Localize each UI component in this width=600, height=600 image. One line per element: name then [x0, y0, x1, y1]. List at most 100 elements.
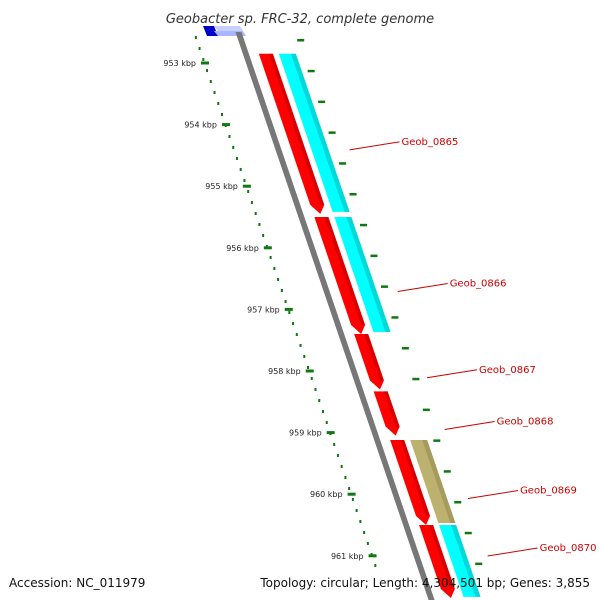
tick-label: 960 kbp	[310, 490, 343, 499]
outer-tick	[297, 39, 305, 42]
gene-arrow-shade	[268, 53, 325, 205]
gene-arrow	[314, 217, 366, 335]
ruler-tick	[326, 431, 335, 435]
cog-block-shade	[451, 525, 481, 597]
ruler-dot	[310, 377, 313, 380]
ruler-tick	[263, 246, 272, 250]
ruler-dot	[321, 410, 324, 413]
ruler-dot	[194, 36, 197, 39]
gene-arrow-shade	[400, 439, 431, 516]
tick-label: 959 kbp	[289, 429, 322, 438]
ruler-dot	[363, 531, 366, 534]
ruler-dot	[348, 487, 351, 490]
cog-block	[334, 217, 391, 333]
ruler-dot	[340, 465, 343, 468]
ruler-dot	[280, 289, 283, 292]
outer-tick	[349, 193, 357, 196]
ruler-dot	[295, 333, 298, 336]
label-leader-line	[426, 369, 478, 379]
ruler-dot	[273, 267, 276, 270]
gene-label: Geob_0866	[450, 279, 507, 290]
cog-block	[278, 53, 350, 212]
ruler-tick	[368, 554, 377, 558]
ruler-dot	[269, 256, 272, 259]
gene-label: Geob_0870	[540, 543, 597, 554]
ruler-dot	[318, 399, 321, 402]
ruler-dot	[198, 47, 201, 50]
blue-feature-mark	[203, 26, 218, 36]
tick-label: 957 kbp	[247, 305, 280, 314]
ruler-dot	[344, 476, 347, 479]
ruler-dot	[355, 509, 358, 512]
ruler-tick	[347, 492, 356, 496]
cog-block-shade	[422, 439, 456, 523]
gene-arrow-shade	[364, 334, 384, 381]
backbone-line	[235, 32, 435, 600]
ruler-dot	[314, 388, 317, 391]
ruler-tick	[305, 369, 314, 373]
cog-block-shade	[346, 217, 391, 333]
ruler-dot	[232, 146, 235, 149]
map-title: Geobacter sp. FRC-32, complete genome	[166, 12, 434, 27]
ruler-dot	[258, 223, 261, 226]
outer-tick	[328, 131, 336, 134]
ruler-dot	[228, 135, 231, 138]
tick-label: 956 kbp	[226, 244, 259, 253]
ruler-dot	[336, 454, 339, 457]
outer-tick	[307, 69, 315, 73]
gene-label: Geob_0868	[497, 417, 554, 428]
ruler-dot	[221, 113, 223, 116]
outer-tick	[412, 377, 420, 381]
gene-arrow	[258, 53, 325, 214]
tick-label: 953 kbp	[163, 59, 196, 68]
outer-tick	[401, 347, 409, 350]
gene-arrow	[373, 391, 400, 436]
gene-track	[258, 53, 455, 598]
tick-label: 954 kbp	[184, 121, 217, 130]
outer-tick	[464, 531, 472, 535]
outer-tick	[360, 223, 368, 227]
ruler-dot	[206, 69, 209, 72]
label-leader-line	[467, 490, 519, 499]
label-leader-line	[444, 421, 495, 430]
genome-stats-text: Topology: circular; Length: 4,304,501 bp…	[260, 576, 590, 590]
ruler-dot	[202, 58, 205, 61]
gene-arrow	[390, 439, 431, 525]
label-leader-line	[487, 547, 538, 557]
gene-arrow-shade	[324, 217, 366, 326]
ruler-dot	[247, 190, 250, 193]
outer-tick	[422, 408, 430, 412]
ruler-dot	[284, 300, 287, 303]
gene-label: Geob_0865	[402, 137, 459, 148]
ruler-dot	[292, 322, 295, 325]
ruler-dot	[262, 234, 265, 237]
cog-block	[410, 439, 456, 523]
tick-label: 955 kbp	[205, 182, 238, 191]
gene-arrow-shade	[383, 391, 400, 427]
ruler-dot	[307, 366, 310, 369]
ruler-dot	[235, 157, 238, 160]
gene-arrow	[354, 334, 384, 390]
ruler-dot	[250, 201, 253, 204]
ruler-dot	[351, 498, 354, 501]
label-leader-line	[349, 141, 400, 151]
accession-text: Accession: NC_011979	[9, 576, 146, 590]
ruler-tick	[242, 184, 251, 188]
cog-track	[278, 53, 481, 597]
gene-label: Geob_0867	[479, 365, 536, 376]
gene-label: Geob_0869	[520, 485, 577, 496]
ruler-tick	[201, 61, 209, 65]
ruler-dot	[299, 344, 302, 347]
ruler-dot	[213, 91, 216, 94]
ruler-tick	[221, 123, 230, 127]
tick-label: 958 kbp	[268, 367, 301, 376]
outer-tick	[318, 100, 326, 104]
ruler-dot	[254, 212, 257, 215]
ruler-tick	[284, 307, 293, 311]
ruler-dot	[325, 421, 328, 424]
cog-block-shade	[290, 53, 350, 212]
ruler-dot	[333, 443, 336, 446]
ruler-dot	[217, 102, 220, 105]
outer-tick	[391, 316, 399, 319]
